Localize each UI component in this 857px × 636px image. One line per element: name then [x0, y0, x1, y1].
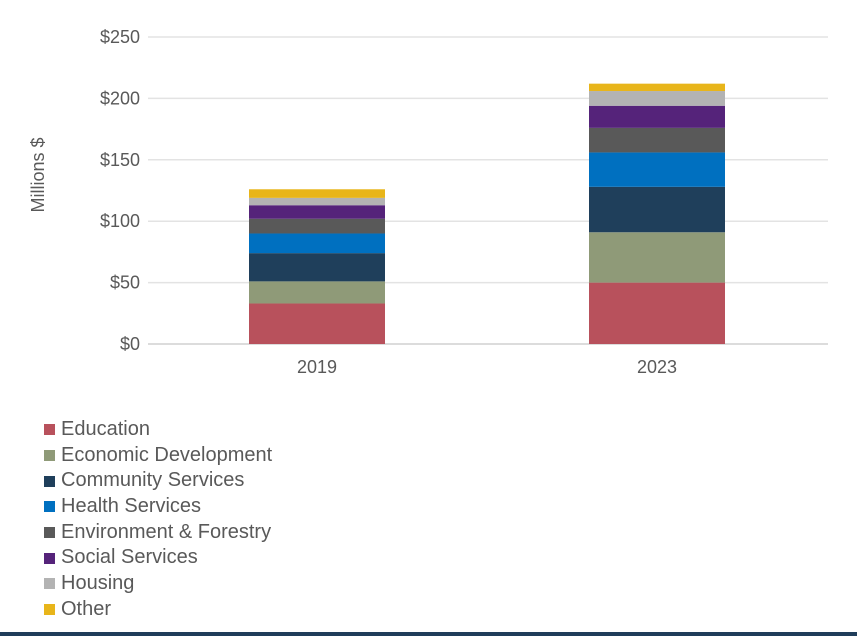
legend-label: Housing — [61, 571, 135, 594]
legend-swatch — [44, 424, 55, 436]
y-tick-label: $200 — [100, 88, 140, 108]
bar-segment — [589, 83, 725, 92]
x-tick-label: 2023 — [637, 357, 677, 377]
legend-label: Environment & Forestry — [61, 520, 272, 543]
bar-segment — [589, 232, 725, 283]
bottom-divider — [0, 632, 857, 636]
legend-item: Social Services — [44, 544, 272, 570]
bar-segment — [249, 253, 385, 282]
legend-label: Community Services — [61, 469, 245, 492]
bar-segment — [589, 91, 725, 106]
bar-segment — [589, 105, 725, 128]
legend: Education Economic Development Community S… — [44, 416, 272, 622]
bar-segment — [249, 218, 385, 234]
legend-swatch — [44, 604, 55, 616]
bar-segment — [249, 205, 385, 219]
bar-segment — [249, 233, 385, 254]
legend-swatch — [44, 527, 55, 539]
y-axis-title: Millions $ — [28, 137, 48, 212]
bar-segment — [589, 186, 725, 233]
legend-item: Health Services — [44, 493, 272, 519]
bar-segment — [249, 281, 385, 304]
bar-segment — [249, 189, 385, 198]
legend-item: Housing — [44, 570, 272, 596]
legend-swatch — [44, 501, 55, 513]
legend-swatch — [44, 578, 55, 590]
x-tick-label: 2019 — [297, 357, 337, 377]
legend-item: Education — [44, 416, 272, 442]
bar-segment — [249, 303, 385, 344]
legend-label: Economic Development — [61, 443, 273, 466]
bar-segment — [589, 127, 725, 153]
legend-item: Environment & Forestry — [44, 519, 272, 545]
legend-label: Other — [61, 597, 112, 620]
legend-label: Health Services — [61, 494, 202, 517]
bars — [249, 83, 725, 344]
bar-segment — [589, 282, 725, 344]
y-tick-label: $50 — [110, 273, 140, 293]
y-tick-label: $0 — [120, 334, 140, 354]
legend-label: Social Services — [61, 546, 198, 569]
y-tick-label: $250 — [100, 27, 140, 47]
bar-segment — [249, 197, 385, 206]
legend-swatch — [44, 552, 55, 564]
legend-item: Other — [44, 596, 272, 622]
legend-swatch — [44, 450, 55, 462]
legend-item: Community Services — [44, 467, 272, 493]
y-tick-label: $150 — [100, 150, 140, 170]
legend-item: Economic Development — [44, 442, 272, 468]
bar-segment — [589, 152, 725, 187]
y-tick-label: $100 — [100, 211, 140, 231]
legend-label: Education — [61, 417, 150, 440]
y-axis-tick-labels: $0 $50 $100 $150 $200 $250 — [100, 27, 140, 354]
legend-swatch — [44, 475, 55, 487]
x-axis-tick-labels: 2019 2023 — [297, 357, 677, 377]
